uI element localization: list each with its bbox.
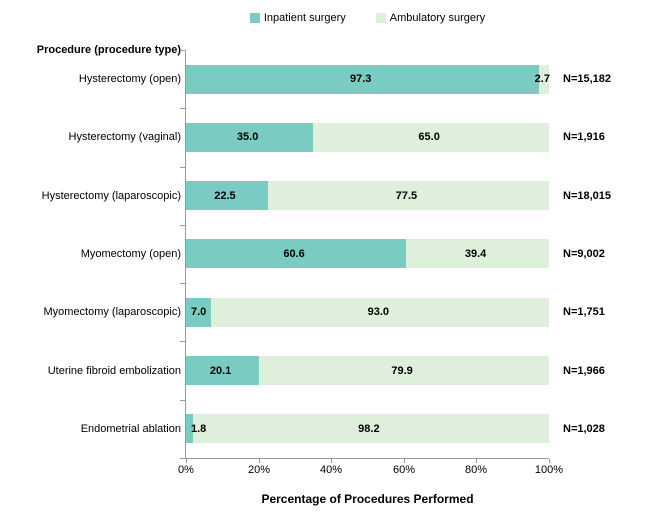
n-label: N=1,751 bbox=[563, 306, 605, 319]
legend-swatch-ambulatory-icon bbox=[375, 13, 386, 23]
x-tick-label: 100% bbox=[534, 464, 564, 476]
bar-segment-inpatient bbox=[186, 64, 540, 94]
x-tick-label: 60% bbox=[392, 464, 416, 476]
value-label-ambulatory: 77.5 bbox=[395, 189, 418, 202]
bar bbox=[186, 239, 549, 269]
n-label: N=9,002 bbox=[563, 247, 605, 260]
category-label: Hysterectomy (open) bbox=[78, 73, 181, 86]
y-axis-line bbox=[185, 50, 186, 458]
bar-segment-inpatient bbox=[186, 356, 259, 386]
value-label-ambulatory: 93.0 bbox=[367, 306, 390, 319]
bar bbox=[186, 414, 549, 444]
x-axis-tick bbox=[549, 459, 550, 463]
value-label-inpatient: 7.0 bbox=[191, 306, 207, 319]
bar-row: Hysterectomy (laparoscopic) 22.5 77.5 N=18,… bbox=[42, 167, 611, 225]
plot-area: Percentage of Procedures Performed Hyste… bbox=[42, 50, 611, 506]
bar-row: Myomectomy (open) 60.6 39.4 N=9,002 bbox=[81, 225, 605, 283]
category-axis-tick bbox=[180, 400, 185, 401]
n-label: N=15,182 bbox=[563, 73, 612, 86]
x-axis-tick bbox=[476, 459, 477, 463]
category-axis-tick bbox=[180, 283, 185, 284]
n-label: N=1,966 bbox=[563, 364, 605, 377]
bar bbox=[186, 356, 549, 386]
x-tick-label: 0% bbox=[178, 464, 194, 476]
bar-segment-ambulatory bbox=[258, 356, 549, 386]
value-label-ambulatory: 65.0 bbox=[418, 131, 440, 144]
x-tick-label: 40% bbox=[319, 464, 343, 476]
bar-segment-inpatient bbox=[186, 239, 406, 269]
bar-row: Myomectomy (laparoscopic) 7.0 93.0 N=1,751 bbox=[43, 283, 605, 341]
bar-segment-ambulatory bbox=[405, 239, 549, 269]
value-label-inpatient: 60.6 bbox=[283, 247, 305, 260]
bar bbox=[186, 122, 549, 152]
n-label: N=18,015 bbox=[563, 189, 612, 202]
category-label: Myomectomy (open) bbox=[80, 247, 181, 260]
x-tick-label: 80% bbox=[464, 464, 488, 476]
bar-row: Hysterectomy (vaginal) 35.0 65.0 N=1,916 bbox=[69, 108, 605, 166]
x-axis-line bbox=[185, 458, 549, 459]
value-label-ambulatory: 2.7 bbox=[534, 73, 550, 86]
legend-swatch-inpatient-icon bbox=[249, 13, 260, 23]
value-label-inpatient: 22.5 bbox=[214, 189, 236, 202]
category-axis-tick bbox=[180, 458, 185, 459]
category-label: Hysterectomy (laparoscopic) bbox=[41, 189, 181, 202]
category-axis-tick bbox=[180, 225, 185, 226]
bar-row: Uterine fibroid embolization 20.1 79.9 N=1,… bbox=[48, 341, 605, 399]
value-label-inpatient: 1.8 bbox=[191, 422, 207, 435]
bar-segment-inpatient bbox=[186, 181, 268, 211]
bar bbox=[186, 64, 549, 94]
category-axis-tick bbox=[180, 50, 185, 51]
legend-item-ambulatory: Ambulatory surgery bbox=[375, 12, 486, 24]
category-axis-tick bbox=[180, 108, 185, 109]
legend-label-inpatient: Inpatient surgery bbox=[263, 12, 346, 24]
category-label: Hysterectomy (vaginal) bbox=[68, 131, 181, 144]
bar-row: Hysterectomy (open) 97.3 2.7 N=15,182 bbox=[79, 50, 611, 108]
bar-segment-inpatient bbox=[186, 297, 212, 327]
y-axis-title: Procedure (procedure type) bbox=[36, 44, 181, 56]
category-label: Uterine fibroid embolization bbox=[47, 364, 181, 377]
value-label-inpatient: 35.0 bbox=[236, 131, 259, 144]
category-axis-tick bbox=[180, 341, 185, 342]
category-label: Endometrial ablation bbox=[80, 422, 181, 435]
n-label: N=1,916 bbox=[563, 131, 605, 144]
x-axis-tick bbox=[186, 459, 187, 463]
category-label: Myomectomy (laparoscopic) bbox=[43, 306, 181, 319]
bar-segment-ambulatory bbox=[539, 64, 549, 94]
x-tick-label: 20% bbox=[247, 464, 271, 476]
value-label-ambulatory: 79.9 bbox=[391, 364, 413, 377]
bar bbox=[186, 297, 549, 327]
bar-segment-inpatient bbox=[186, 414, 193, 444]
value-label-ambulatory: 39.4 bbox=[464, 247, 487, 260]
x-axis-tick bbox=[404, 459, 405, 463]
bar-row: Endometrial ablation 1.8 98.2 N=1,028 bbox=[81, 400, 605, 458]
legend: Inpatient surgery Ambulatory surgery bbox=[186, 10, 549, 26]
bar-segment-ambulatory bbox=[192, 414, 549, 444]
bar-segment-ambulatory bbox=[313, 122, 549, 152]
value-label-ambulatory: 98.2 bbox=[358, 422, 380, 435]
legend-item-inpatient: Inpatient surgery bbox=[249, 12, 346, 24]
bar-segment-ambulatory bbox=[211, 297, 549, 327]
bar-segment-ambulatory bbox=[267, 181, 549, 211]
bar-segment-inpatient bbox=[186, 122, 314, 152]
x-axis-label: Percentage of Procedures Performed bbox=[261, 492, 474, 506]
value-label-inpatient: 20.1 bbox=[209, 364, 232, 377]
value-label-inpatient: 97.3 bbox=[349, 73, 372, 86]
n-label: N=1,028 bbox=[563, 422, 605, 435]
x-axis-tick bbox=[259, 459, 260, 463]
bar bbox=[186, 181, 549, 211]
legend-label-ambulatory: Ambulatory surgery bbox=[389, 12, 486, 24]
category-axis-tick bbox=[180, 167, 185, 168]
x-axis-tick bbox=[331, 459, 332, 463]
